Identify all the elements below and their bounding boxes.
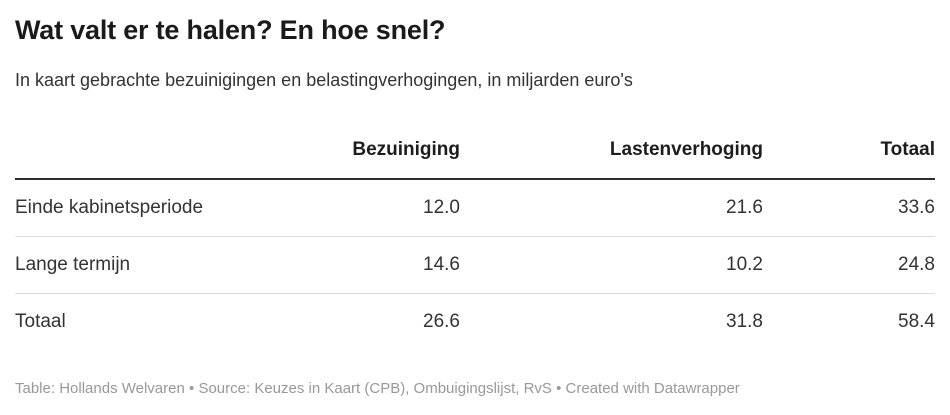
cell-value: 21.6 (460, 179, 763, 237)
footer-separator: • (556, 380, 562, 397)
footer-byline: Hollands Welvaren (59, 380, 185, 397)
cell-value: 33.6 (763, 179, 935, 237)
data-table: Bezuiniging Lastenverhoging Totaal Einde… (15, 138, 935, 350)
footer-datawrapper-link[interactable]: Datawrapper (653, 380, 740, 397)
col-header-empty (15, 138, 260, 180)
cell-value: 31.8 (726, 311, 763, 332)
footer: Table: Hollands Welvaren • Source: Keuze… (15, 380, 935, 398)
cell-value: 58.4 (898, 311, 935, 332)
footer-separator: • (189, 380, 195, 397)
col-header-bezuiniging: Bezuiniging (260, 138, 460, 180)
cell-value: 12.0 (260, 179, 460, 237)
cell-value: 26.6 (423, 311, 460, 332)
footer-source-label: Source: (198, 380, 251, 397)
col-header-lastenverhoging: Lastenverhoging (460, 138, 763, 180)
footer-byline-label: Table: (15, 380, 56, 397)
cell-value: 24.8 (763, 236, 935, 294)
table-row: Lange termijn 14.6 10.2 24.8 (15, 236, 935, 294)
row-label: Einde kabinetsperiode (15, 179, 260, 237)
col-header-totaal: Totaal (763, 138, 935, 180)
footer-source: Keuzes in Kaart (CPB), Ombuigingslijst, … (254, 380, 552, 397)
page-title: Wat valt er te halen? En hoe snel? (15, 15, 446, 45)
row-label: Lange termijn (15, 236, 260, 294)
table-row: Einde kabinetsperiode 12.0 21.6 33.6 (15, 179, 935, 237)
cell-value: 14.6 (260, 236, 460, 294)
footer-created-label: Created with (565, 380, 650, 397)
row-label: Totaal (15, 311, 66, 332)
table-row: Totaal 26.6 31.8 58.4 (15, 294, 935, 351)
page-subtitle: In kaart gebrachte bezuinigingen en bela… (15, 70, 633, 90)
cell-value: 10.2 (460, 236, 763, 294)
table-header-row: Bezuiniging Lastenverhoging Totaal (15, 138, 935, 180)
